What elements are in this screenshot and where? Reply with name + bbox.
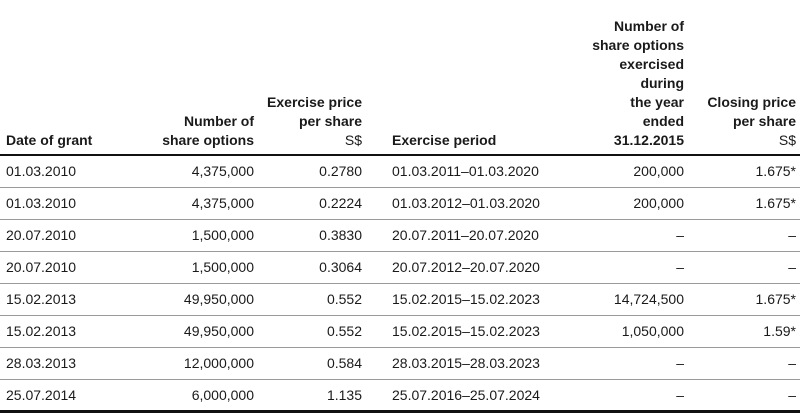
header-unit: S$ bbox=[778, 132, 796, 148]
header-date-of-grant: Date of grant bbox=[0, 0, 138, 155]
table-row: 01.03.2010 4,375,000 0.2224 01.03.2012–0… bbox=[0, 187, 800, 219]
cell-options: 4,375,000 bbox=[191, 195, 254, 211]
header-line: Exercise period bbox=[392, 132, 497, 148]
cell-options: 12,000,000 bbox=[183, 355, 254, 371]
cell-date: 01.03.2010 bbox=[6, 163, 77, 180]
header-line: Closing price bbox=[707, 94, 796, 110]
header-options-exercised: Number of share options exercised during… bbox=[544, 0, 700, 155]
cell-price: 0.3064 bbox=[319, 259, 362, 275]
cell-price: 0.2780 bbox=[319, 163, 362, 180]
cell-period: 15.02.2015–15.02.2023 bbox=[392, 323, 540, 339]
cell-options: 1,500,000 bbox=[191, 259, 254, 275]
cell-exercised: 200,000 bbox=[633, 163, 684, 180]
header-line: ended bbox=[642, 113, 684, 129]
header-number-of-options: Number of share options bbox=[138, 0, 260, 155]
table-header: Date of grant Number of share options Ex… bbox=[0, 0, 800, 155]
cell-price: 0.552 bbox=[326, 323, 362, 339]
header-line: per share bbox=[298, 113, 362, 129]
cell-exercised: – bbox=[676, 259, 684, 275]
cell-exercised: – bbox=[676, 386, 684, 403]
cell-options: 6,000,000 bbox=[191, 386, 254, 403]
header-line: per share bbox=[732, 113, 796, 129]
table-row: 28.03.2013 12,000,000 0.584 28.03.2015–2… bbox=[0, 347, 800, 379]
header-line: share options bbox=[162, 132, 254, 148]
table-row: 20.07.2010 1,500,000 0.3064 20.07.2012–2… bbox=[0, 251, 800, 283]
header-unit: S$ bbox=[344, 132, 362, 148]
cell-closing: – bbox=[788, 355, 796, 371]
cell-price: 0.584 bbox=[326, 355, 362, 371]
table-row: 25.07.2014 6,000,000 1.135 25.07.2016–25… bbox=[0, 379, 800, 411]
table-body: 01.03.2010 4,375,000 0.2780 01.03.2011–0… bbox=[0, 155, 800, 411]
cell-date: 25.07.2014 bbox=[6, 386, 77, 403]
cell-closing: 1.675* bbox=[755, 195, 796, 211]
cell-date: 20.07.2010 bbox=[6, 227, 77, 243]
table-row: 15.02.2013 49,950,000 0.552 15.02.2015–1… bbox=[0, 315, 800, 347]
cell-exercised: 14,724,500 bbox=[613, 291, 684, 307]
cell-exercised: – bbox=[676, 355, 684, 371]
table-row: 20.07.2010 1,500,000 0.3830 20.07.2011–2… bbox=[0, 219, 800, 251]
cell-period: 20.07.2012–20.07.2020 bbox=[392, 259, 540, 275]
table-row: 15.02.2013 49,950,000 0.552 15.02.2015–1… bbox=[0, 283, 800, 315]
table-row: 01.03.2010 4,375,000 0.2780 01.03.2011–0… bbox=[0, 155, 800, 187]
cell-closing: – bbox=[788, 386, 796, 403]
header-exercise-price: Exercise price per share S$ bbox=[260, 0, 368, 155]
cell-price: 0.2224 bbox=[319, 195, 362, 211]
cell-period: 15.02.2015–15.02.2023 bbox=[392, 291, 540, 307]
cell-options: 49,950,000 bbox=[183, 323, 254, 339]
cell-closing: – bbox=[788, 259, 796, 275]
cell-date: 28.03.2013 bbox=[6, 355, 77, 371]
cell-period: 01.03.2012–01.03.2020 bbox=[392, 195, 540, 211]
cell-period: 01.03.2011–01.03.2020 bbox=[392, 163, 539, 180]
cell-date: 20.07.2010 bbox=[6, 259, 77, 275]
cell-price: 1.135 bbox=[326, 386, 362, 403]
header-line: Number of bbox=[614, 18, 684, 34]
cell-date: 01.03.2010 bbox=[6, 195, 77, 211]
header-closing-price: Closing price per share S$ bbox=[700, 0, 800, 155]
cell-exercised: – bbox=[676, 227, 684, 243]
header-line: Exercise price bbox=[267, 94, 362, 110]
cell-options: 49,950,000 bbox=[183, 291, 254, 307]
cell-period: 20.07.2011–20.07.2020 bbox=[392, 227, 539, 243]
cell-closing: 1.675* bbox=[755, 291, 796, 307]
cell-closing: 1.675* bbox=[755, 163, 796, 180]
cell-exercised: 200,000 bbox=[633, 195, 684, 211]
header-exercise-period: Exercise period bbox=[368, 0, 544, 155]
cell-date: 15.02.2013 bbox=[6, 291, 77, 307]
header-line: the year bbox=[630, 94, 684, 110]
cell-options: 4,375,000 bbox=[191, 163, 254, 180]
cell-price: 0.3830 bbox=[319, 227, 362, 243]
header-row: Date of grant Number of share options Ex… bbox=[0, 0, 800, 155]
cell-options: 1,500,000 bbox=[191, 227, 254, 243]
header-line: 31.12.2015 bbox=[613, 132, 684, 148]
cell-closing: – bbox=[788, 227, 796, 243]
header-line: Date of grant bbox=[6, 132, 93, 148]
header-line: exercised bbox=[619, 56, 684, 72]
cell-closing: 1.59* bbox=[763, 323, 796, 339]
header-line: during bbox=[640, 75, 684, 91]
cell-exercised: 1,050,000 bbox=[621, 323, 684, 339]
cell-price: 0.552 bbox=[326, 291, 362, 307]
cell-period: 25.07.2016–25.07.2024 bbox=[392, 386, 540, 403]
header-line: share options bbox=[592, 37, 684, 53]
cell-period: 28.03.2015–28.03.2023 bbox=[392, 355, 540, 371]
cell-date: 15.02.2013 bbox=[6, 323, 77, 339]
header-line: Number of bbox=[184, 113, 254, 129]
